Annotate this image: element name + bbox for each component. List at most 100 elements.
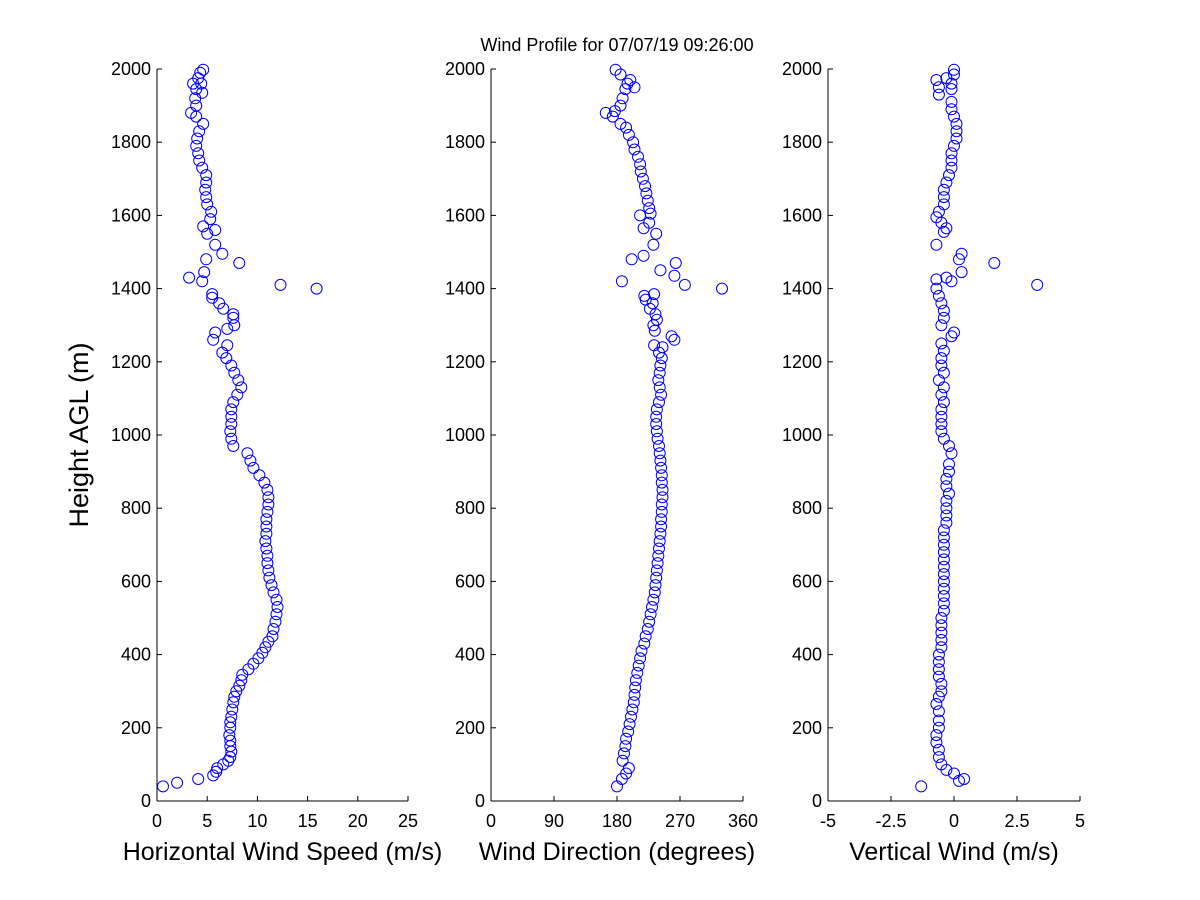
data-point [636,172,649,185]
data-point [228,690,241,703]
data-point [935,403,948,416]
data-point [940,176,953,189]
data-point [640,187,653,200]
y-tick-label: 2000 [782,59,822,79]
data-point [183,271,196,284]
data-point [262,498,275,511]
data-point [943,465,955,478]
data-point [614,68,627,81]
data-point [935,677,948,690]
data-point [948,326,960,339]
data-point [628,688,641,701]
data-point [943,487,955,500]
data-point [621,77,634,90]
data-point [614,99,627,112]
data-point [618,747,630,760]
x-tick-label: 20 [348,811,368,831]
data-point [629,681,642,694]
y-tick-label: 200 [792,718,822,738]
data-point [945,103,958,116]
data-point [654,264,667,277]
data-point [653,366,666,379]
data-point [668,269,681,282]
data-point [634,652,647,665]
data-point [192,147,205,160]
x-tick-label: 15 [298,811,318,831]
x-axis-label: Horizontal Wind Speed (m/s) [123,838,443,866]
data-point [259,641,272,654]
data-point [930,736,943,749]
data-point [650,227,663,240]
data-point [625,253,638,266]
data-point [650,403,663,416]
data-point [619,740,632,753]
data-point [937,560,950,573]
data-point [937,311,950,324]
data-point [225,403,238,416]
data-point [932,751,945,764]
y-tick-label: 1600 [782,205,822,225]
data-point [244,454,257,467]
data-point [647,238,660,251]
data-point [227,440,240,452]
data-point [940,502,953,515]
data-point [937,553,950,566]
data-point [623,718,636,731]
data-point [935,685,948,698]
data-point [206,288,219,301]
data-point [634,209,647,222]
y-tick-label: 1000 [782,425,822,445]
data-point [648,586,661,599]
data-point [930,211,943,224]
data-point [261,549,274,562]
data-point [259,535,272,548]
data-point [940,480,953,493]
data-point [940,271,953,284]
data-point [655,520,668,533]
data-point [225,432,238,445]
y-tick-label: 800 [792,498,822,518]
data-point [656,341,669,354]
data-point [628,143,641,156]
figure-title: Wind Profile for 07/07/19 09:26:00 [480,35,753,55]
data-point [945,447,958,460]
data-point [201,198,214,211]
data-point [937,432,950,445]
data-point [655,461,668,474]
x-tick-label: 0 [949,811,959,831]
data-point [624,74,637,86]
data-point [209,238,222,251]
data-point [935,758,948,771]
data-points [599,63,728,793]
data-point [263,571,276,584]
data-point [192,773,205,785]
data-point [948,139,960,152]
data-point [955,266,968,279]
data-point [651,432,664,445]
panel-3: 0 200 400 600 800 1000 1200 1400 1600 1800 2000 -5 -… [782,59,1085,866]
data-point [205,205,218,218]
data-point [716,282,728,295]
data-point [650,564,663,577]
data-point [937,582,950,595]
data-point [627,696,640,709]
data-point [932,663,945,676]
x-tick-label: 90 [544,811,564,831]
data-point [211,762,224,775]
data-point [639,630,652,643]
data-point [643,216,656,229]
y-tick-label: 0 [475,791,485,811]
data-point [258,476,271,489]
data-point [955,247,968,260]
data-point [262,491,275,504]
data-point [656,491,669,504]
data-point [632,659,645,672]
data-point [270,608,283,621]
data-point [650,410,663,423]
x-tick-label: 0 [152,811,162,831]
data-point [635,644,648,657]
data-point [935,319,948,332]
data-point [627,136,640,149]
data-point [614,117,627,130]
data-point [652,549,665,562]
